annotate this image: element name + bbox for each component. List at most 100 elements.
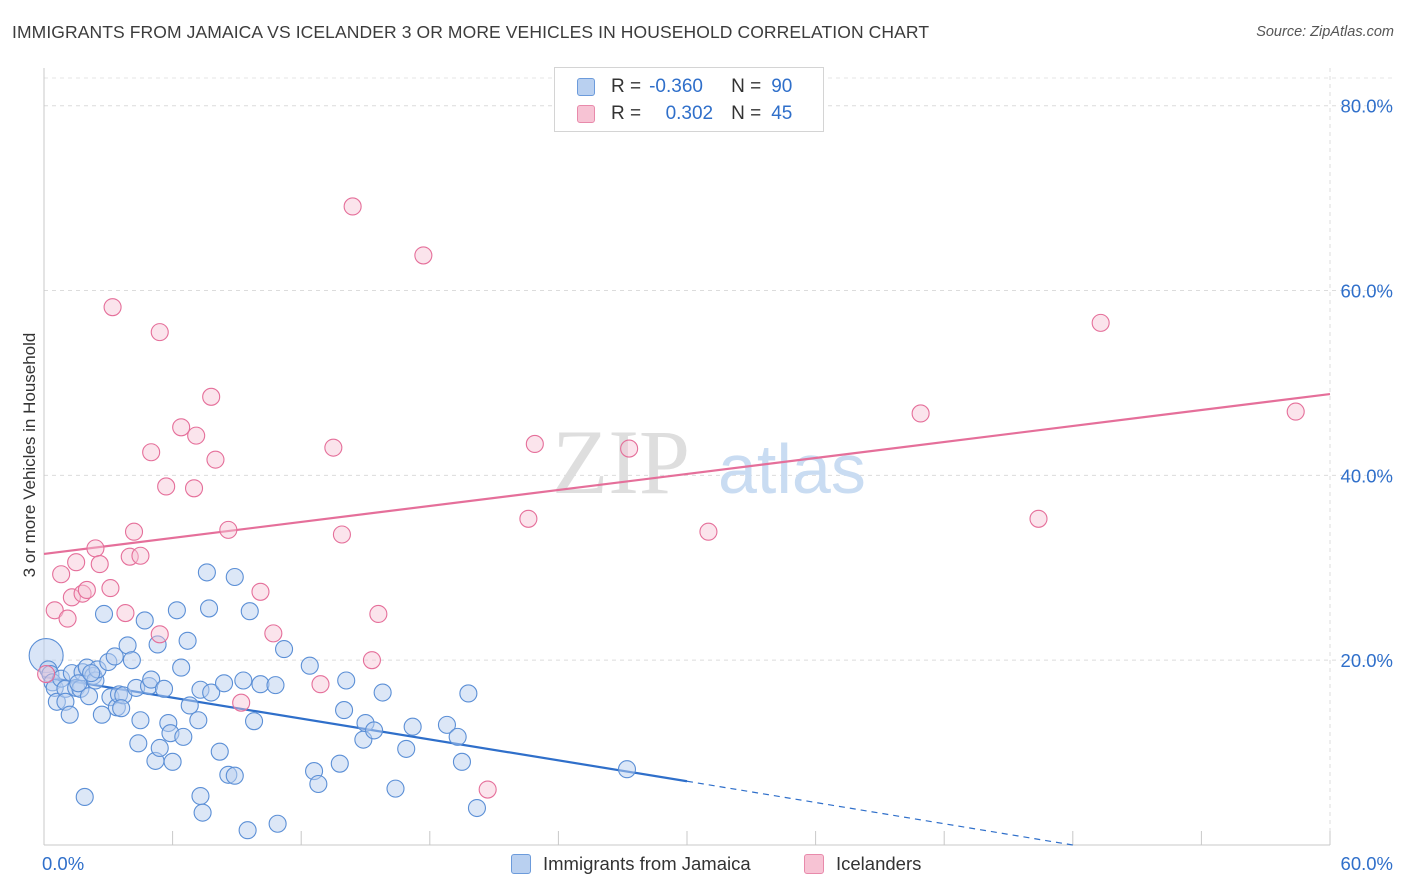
jamaica-point bbox=[238, 821, 257, 840]
jamaica-point bbox=[122, 651, 141, 670]
jamaica-point bbox=[240, 602, 259, 621]
iceland-point bbox=[219, 520, 238, 539]
iceland-point bbox=[62, 588, 81, 607]
jamaica-point bbox=[330, 754, 349, 773]
iceland-point bbox=[150, 323, 169, 342]
jamaica-point bbox=[459, 684, 478, 703]
jamaica-point bbox=[266, 676, 285, 695]
jamaica-point bbox=[403, 717, 422, 736]
y-tick-label: 80.0% bbox=[1341, 96, 1393, 117]
iceland-point bbox=[187, 426, 206, 445]
jamaica-swatch bbox=[577, 78, 595, 96]
iceland-legend-label: Icelanders bbox=[836, 853, 922, 874]
jamaica-point bbox=[335, 701, 354, 720]
jamaica-point bbox=[202, 683, 221, 702]
jamaica-point bbox=[135, 611, 154, 630]
watermark: ZIP atlas bbox=[552, 411, 866, 513]
iceland-point bbox=[131, 546, 150, 565]
trend-line-iceland bbox=[43, 392, 1331, 556]
iceland-point bbox=[1286, 402, 1305, 421]
jamaica-point bbox=[172, 658, 191, 677]
iceland-point bbox=[620, 439, 639, 458]
jamaica-point bbox=[337, 671, 356, 690]
y-tick-label: 60.0% bbox=[1341, 281, 1393, 302]
x-tick-label-min: 0.0% bbox=[42, 853, 84, 874]
iceland-point bbox=[478, 780, 497, 799]
jamaica-point bbox=[189, 711, 208, 730]
y-tick-label: 20.0% bbox=[1341, 650, 1393, 671]
iceland-point bbox=[699, 522, 718, 541]
iceland-points bbox=[37, 197, 1305, 799]
r-label: R = bbox=[611, 103, 642, 124]
jamaica-point bbox=[197, 563, 216, 582]
iceland-point bbox=[1091, 313, 1110, 332]
iceland-point bbox=[519, 509, 538, 528]
iceland-point bbox=[67, 553, 86, 572]
jamaica-point bbox=[105, 647, 124, 666]
iceland-point bbox=[206, 450, 225, 469]
jamaica-point bbox=[180, 696, 199, 715]
jamaica-point bbox=[225, 766, 244, 785]
jamaica-legend-swatch bbox=[511, 854, 531, 874]
iceland-point bbox=[90, 555, 109, 574]
iceland-point bbox=[911, 404, 930, 423]
jamaica-point bbox=[193, 803, 212, 822]
jamaica-point bbox=[225, 567, 244, 587]
legend-item-iceland[interactable]: Icelanders bbox=[804, 852, 921, 876]
iceland-point bbox=[124, 522, 144, 541]
iceland-point bbox=[264, 624, 283, 643]
jamaica-points bbox=[28, 563, 637, 840]
n-value-jamaica: 90 bbox=[771, 76, 793, 97]
n-label: N = bbox=[731, 103, 762, 124]
jamaica-point bbox=[60, 705, 79, 724]
iceland-point bbox=[184, 479, 204, 498]
iceland-point bbox=[362, 651, 381, 670]
jamaica-point bbox=[365, 721, 384, 740]
jamaica-point bbox=[131, 711, 150, 730]
iceland-point bbox=[369, 604, 388, 624]
r-label: R = bbox=[611, 76, 642, 97]
iceland-point bbox=[101, 579, 120, 598]
source-note: Source: ZipAtlas.com bbox=[1256, 24, 1394, 40]
jamaica-point bbox=[142, 670, 161, 689]
iceland-point bbox=[52, 565, 71, 584]
jamaica-point bbox=[234, 671, 253, 690]
legend-row-iceland: R = 0.302 N = 45 bbox=[577, 101, 792, 127]
jamaica-point bbox=[191, 786, 210, 806]
jamaica-point bbox=[448, 727, 467, 746]
jamaica-point bbox=[178, 631, 197, 650]
iceland-point bbox=[232, 693, 251, 712]
r-value-iceland: 0.302 bbox=[665, 103, 714, 124]
jamaica-point bbox=[244, 712, 264, 731]
n-value-iceland: 45 bbox=[771, 103, 793, 124]
jamaica-point bbox=[163, 752, 182, 771]
jamaica-point bbox=[210, 742, 229, 761]
axes bbox=[43, 68, 1331, 846]
jamaica-point bbox=[75, 787, 94, 806]
iceland-point bbox=[142, 443, 161, 462]
iceland-point bbox=[77, 580, 96, 599]
iceland-point bbox=[1029, 509, 1048, 528]
iceland-point bbox=[150, 625, 169, 644]
chart-title: IMMIGRANTS FROM JAMAICA VS ICELANDER 3 O… bbox=[12, 22, 930, 42]
jamaica-point bbox=[154, 679, 174, 698]
iceland-point bbox=[116, 604, 135, 623]
iceland-point bbox=[45, 601, 64, 620]
stats-legend: R = -0.360 N = 90 R = 0.302 N = 45 bbox=[554, 67, 824, 132]
jamaica-point bbox=[82, 664, 101, 683]
jamaica-point bbox=[275, 640, 294, 659]
jamaica-point bbox=[79, 687, 99, 706]
iceland-point bbox=[251, 582, 270, 601]
watermark-zip: ZIP bbox=[552, 411, 690, 513]
grid-lines bbox=[44, 68, 1392, 845]
jamaica-point bbox=[617, 760, 637, 779]
iceland-point bbox=[86, 539, 105, 558]
legend-item-jamaica[interactable]: Immigrants from Jamaica bbox=[511, 852, 751, 876]
iceland-point bbox=[58, 609, 77, 628]
jamaica-point bbox=[112, 699, 131, 718]
iceland-point bbox=[332, 525, 351, 544]
r-value-jamaica: -0.360 bbox=[649, 76, 703, 97]
iceland-point bbox=[311, 675, 330, 694]
jamaica-point bbox=[397, 739, 416, 758]
jamaica-point bbox=[467, 798, 487, 818]
